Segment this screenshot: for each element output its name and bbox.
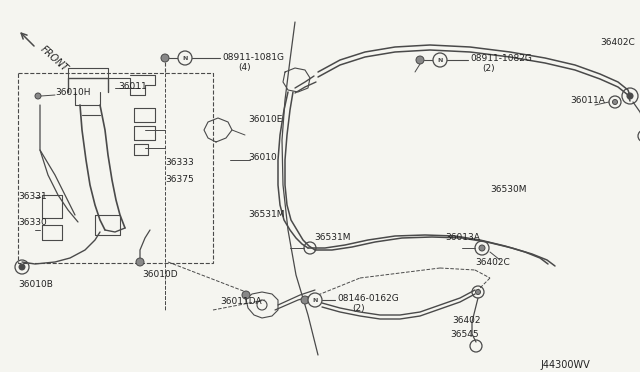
Text: (2): (2) [352, 304, 365, 313]
Circle shape [178, 51, 192, 65]
Circle shape [301, 296, 309, 304]
Circle shape [242, 291, 250, 299]
Text: 36531M: 36531M [314, 233, 351, 242]
Circle shape [476, 289, 481, 295]
Text: 36530M: 36530M [490, 185, 527, 194]
Text: 36545: 36545 [450, 330, 479, 339]
Text: 36010E: 36010E [248, 115, 282, 124]
Circle shape [308, 293, 322, 307]
Circle shape [416, 56, 424, 64]
Text: 36013A: 36013A [445, 233, 480, 242]
Text: 08911-1082G: 08911-1082G [470, 54, 532, 63]
Circle shape [627, 93, 633, 99]
Text: 36010B: 36010B [18, 280, 53, 289]
Text: (4): (4) [238, 63, 251, 72]
Text: N: N [437, 58, 443, 62]
Circle shape [161, 54, 169, 62]
Text: (2): (2) [482, 64, 495, 73]
Text: 36010H: 36010H [55, 88, 90, 97]
Text: N: N [182, 55, 188, 61]
Text: 36402: 36402 [452, 316, 481, 325]
Text: 36010: 36010 [248, 153, 276, 162]
Circle shape [612, 99, 618, 105]
Text: J44300WV: J44300WV [540, 360, 589, 370]
Text: 36375: 36375 [165, 175, 194, 184]
Text: 36402C: 36402C [600, 38, 635, 47]
Circle shape [479, 245, 485, 251]
Text: FRONT: FRONT [38, 44, 69, 74]
Circle shape [19, 264, 25, 270]
Text: N: N [312, 298, 317, 302]
Circle shape [35, 93, 41, 99]
Text: 36402C: 36402C [475, 258, 509, 267]
Text: 36010D: 36010D [142, 270, 178, 279]
Text: 36531M: 36531M [248, 210, 285, 219]
Text: 36011: 36011 [118, 82, 147, 91]
Text: 08146-0162G: 08146-0162G [337, 294, 399, 303]
Text: 36333: 36333 [165, 158, 194, 167]
Circle shape [433, 53, 447, 67]
Text: 36330: 36330 [18, 218, 47, 227]
Circle shape [136, 258, 144, 266]
Bar [18, 73, 213, 263]
Text: 36011DA: 36011DA [220, 298, 262, 307]
Text: 36011A: 36011A [570, 96, 605, 105]
Text: 08911-1081G: 08911-1081G [222, 53, 284, 62]
Text: 36331: 36331 [18, 192, 47, 201]
